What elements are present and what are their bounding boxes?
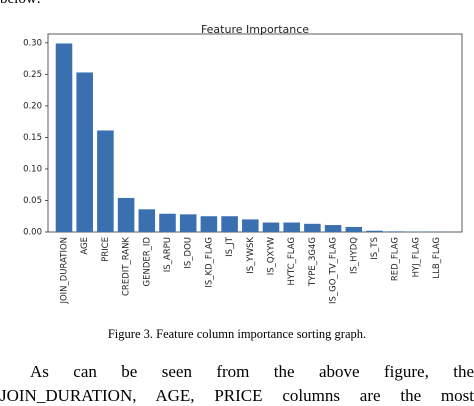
x-tick-label: HYTC_FLAG: [287, 237, 297, 286]
x-tick-label: RED_FLAG: [391, 237, 401, 281]
y-tick-label: 0.10: [23, 164, 42, 174]
y-tick-label: 0.30: [23, 38, 42, 48]
bar: [283, 223, 300, 232]
x-tick-label: LLB_FLAG: [432, 237, 442, 279]
bar: [180, 214, 197, 232]
y-tick-label: 0.25: [23, 70, 42, 80]
caption: Figure 3. Feature column importance sort…: [0, 327, 474, 342]
x-tick-label: JOIN_DURATION: [60, 237, 70, 305]
bar: [201, 216, 218, 232]
x-tick-label: IS_TS: [370, 237, 380, 260]
bar: [139, 209, 156, 232]
x-tick-label: PRICE: [101, 237, 111, 262]
bar: [263, 223, 280, 232]
chart: Feature Importance 0.00 0.05 0.10 0.15 0.20 0…: [0, 0, 474, 320]
bar: [221, 216, 238, 232]
x-tick-label: IS_YWSK: [246, 237, 256, 274]
bar: [346, 227, 363, 232]
x-tick-label: IS_HYDQ: [349, 237, 359, 274]
x-tick-label: AGE: [80, 237, 90, 255]
bar: [387, 231, 404, 232]
y-tick-label: 0.05: [23, 196, 42, 206]
bar: [325, 225, 342, 232]
x-tick-label: IS_JT: [225, 236, 235, 257]
body-line: As can be seen from the above figure, th…: [0, 362, 474, 382]
bar: [159, 214, 176, 232]
bar: [242, 219, 259, 232]
chart-title: Feature Importance: [201, 23, 309, 36]
x-tick-label: IS_ARPU: [163, 237, 173, 272]
y-tick-label: 0.00: [23, 228, 42, 238]
y-tick-label: 0.20: [23, 101, 42, 111]
bar: [97, 130, 114, 232]
bar: [304, 224, 321, 232]
bar: [56, 43, 73, 232]
x-tick-label: IS_GO_TV_FLAG: [329, 237, 339, 304]
y-tick-label: 0.15: [23, 133, 42, 143]
x-tick-label: GENDER_ID: [142, 237, 152, 287]
x-tick-label: HYJ_FLAG: [411, 237, 421, 277]
x-tick-label: TYPE_3G4G: [308, 237, 318, 287]
x-tick-label: IS_DOU: [184, 237, 194, 269]
x-tick-label: IS_KD_FLAG: [204, 237, 214, 288]
bar: [118, 198, 135, 232]
x-tick-label: IS_QXYW: [267, 236, 277, 275]
x-tick-label: CREDIT_RANK: [122, 237, 132, 296]
body-line: JOIN_DURATION, AGE, PRICE columns are th…: [0, 386, 474, 406]
bar: [366, 231, 383, 232]
bar: [76, 72, 93, 232]
